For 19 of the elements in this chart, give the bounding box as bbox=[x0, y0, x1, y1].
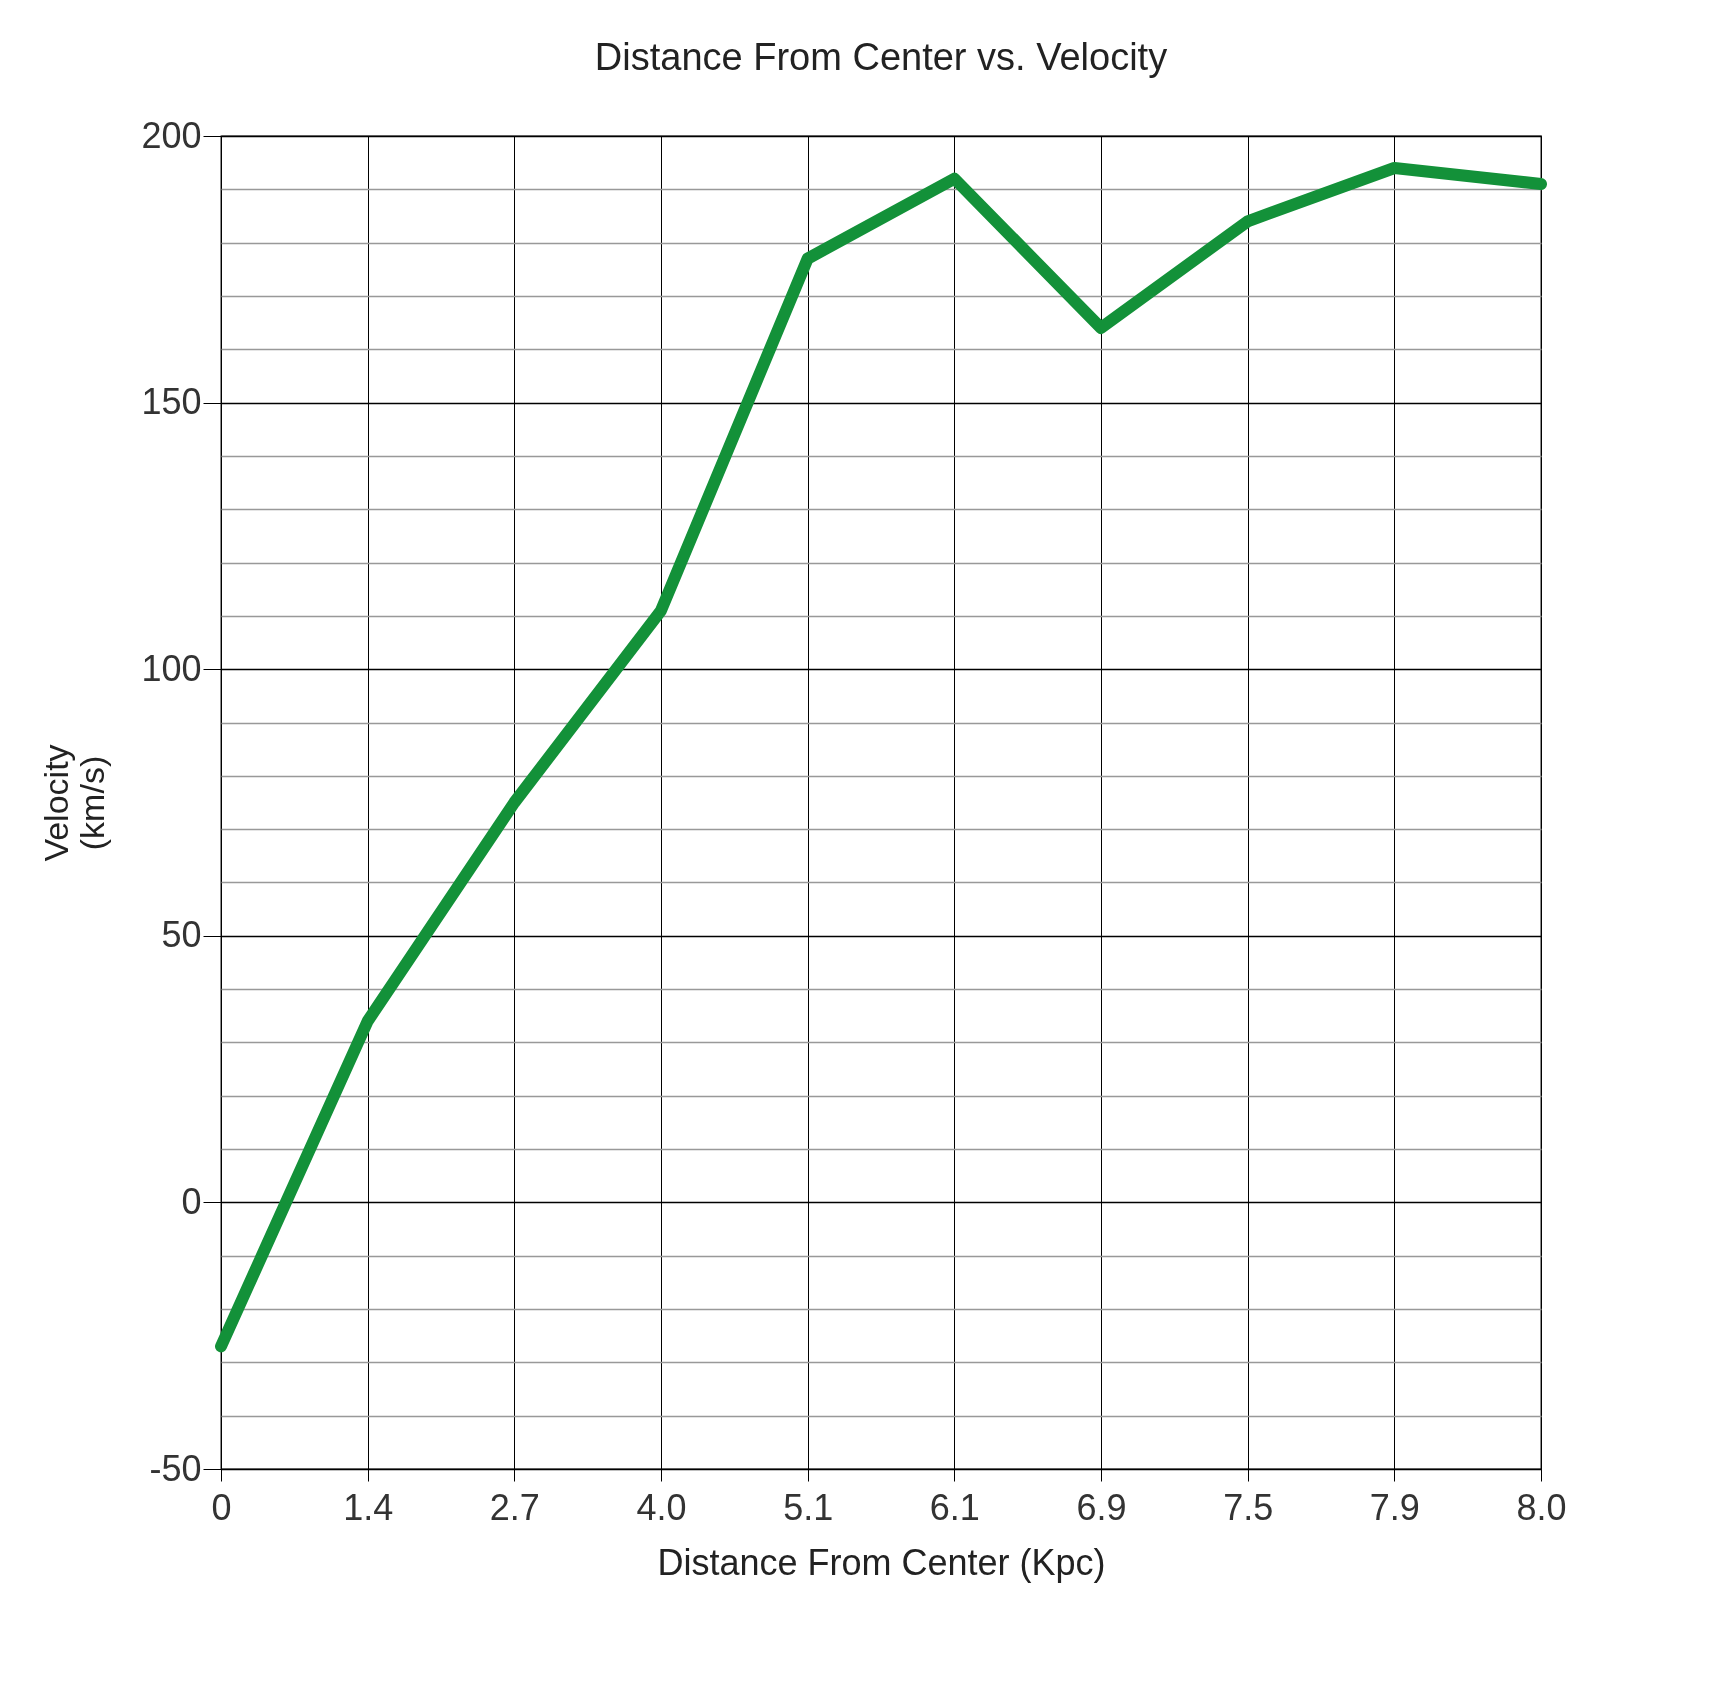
y-tick-label: 150 bbox=[141, 381, 202, 423]
x-tick-label: 5.1 bbox=[783, 1486, 834, 1528]
y-tick-label: 0 bbox=[181, 1180, 202, 1222]
x-tick-label: 6.1 bbox=[929, 1486, 980, 1528]
x-axis-title: Distance From Center (Kpc) bbox=[657, 1541, 1106, 1583]
x-tick-label: 6.9 bbox=[1076, 1486, 1127, 1528]
y-tick-label: 100 bbox=[141, 647, 202, 689]
x-tick-label: 1.4 bbox=[343, 1486, 394, 1528]
x-tick-label: 4.0 bbox=[636, 1486, 687, 1528]
y-tick-label: -50 bbox=[149, 1447, 202, 1489]
x-tick-label: 7.5 bbox=[1223, 1486, 1274, 1528]
y-tick-label: 200 bbox=[141, 114, 202, 156]
y-axis-title: Velocity (km/s) bbox=[37, 744, 112, 862]
x-tick-label: 2.7 bbox=[489, 1486, 540, 1528]
x-tick-label: 7.9 bbox=[1369, 1486, 1420, 1528]
chart-title: Distance From Center vs. Velocity bbox=[594, 36, 1168, 78]
x-tick-label: 8.0 bbox=[1516, 1486, 1567, 1528]
y-tick-label: 50 bbox=[161, 914, 202, 956]
x-tick-label: 0 bbox=[211, 1486, 232, 1528]
